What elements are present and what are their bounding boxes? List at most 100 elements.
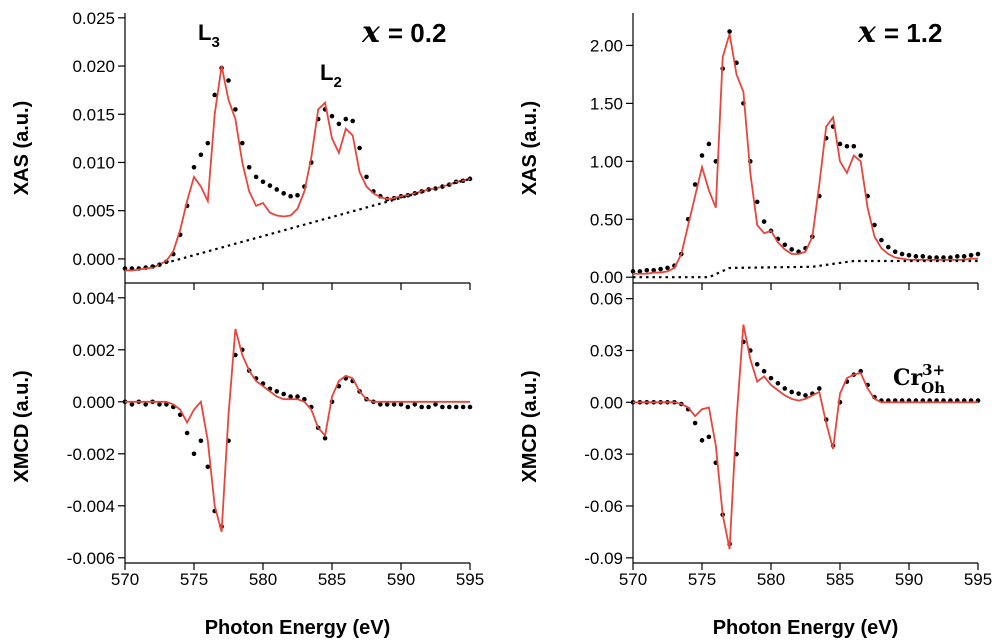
data-point — [948, 255, 953, 260]
y-tick-label: 0.010 — [72, 153, 115, 172]
y-tick-label: 0.002 — [72, 341, 115, 360]
data-point — [191, 164, 197, 170]
data-point — [665, 265, 670, 271]
data-point — [302, 396, 307, 402]
data-point — [913, 254, 919, 259]
data-point — [637, 269, 643, 274]
calc-line — [633, 324, 978, 550]
y-tick-label: 0.005 — [72, 202, 115, 221]
calc-line — [125, 65, 471, 272]
data-point — [295, 192, 300, 198]
x-tick-label: 570 — [619, 570, 647, 589]
data-point — [906, 252, 912, 258]
data-point — [851, 143, 857, 149]
data-point — [927, 255, 932, 260]
data-point — [961, 254, 967, 259]
data-point — [184, 430, 190, 436]
annotation: Cr3+ Oh — [893, 361, 945, 397]
data-point — [630, 269, 636, 274]
y-axis-label: XAS (a.u.) — [11, 101, 33, 195]
y-tick-label: 0.50 — [590, 210, 623, 229]
x-tick-label: 585 — [318, 570, 346, 589]
data-point — [968, 252, 974, 258]
x-tick-label: 575 — [688, 570, 716, 589]
annotation-text: L — [198, 20, 211, 45]
y-tick-label: -0.03 — [584, 445, 623, 464]
data-point — [343, 116, 349, 122]
x-tick-label: 595 — [964, 570, 992, 589]
y-tick-label: -0.006 — [67, 549, 115, 568]
annotation: x = 0.2 — [361, 15, 446, 50]
data-point — [405, 404, 411, 410]
x-axis-label: Photon Energy (eV) — [205, 617, 391, 639]
data-point — [233, 107, 238, 112]
data-point — [205, 464, 211, 470]
data-point — [713, 159, 719, 164]
data-point — [789, 247, 794, 252]
data-point — [440, 404, 445, 410]
data-point — [754, 199, 760, 205]
x-tick-label: 575 — [180, 570, 208, 589]
data-point — [879, 237, 884, 243]
calc-line — [633, 33, 978, 275]
data-point — [858, 153, 863, 158]
x-tick-label: 570 — [111, 570, 139, 589]
data-point — [789, 389, 794, 395]
data-point — [129, 402, 135, 407]
data-point — [274, 389, 280, 394]
data-point — [886, 244, 891, 250]
data-point — [198, 438, 204, 444]
y-tick-label: 0.015 — [72, 105, 115, 124]
data-point — [941, 255, 946, 260]
data-point — [658, 266, 663, 272]
calc-line — [125, 328, 470, 533]
data-point — [295, 394, 300, 399]
data-point — [378, 402, 383, 407]
x-tick-label: 595 — [456, 570, 484, 589]
data-point — [391, 402, 397, 407]
data-point — [281, 191, 287, 196]
data-point — [329, 113, 335, 119]
y-axis-label: XAS (a.u.) — [519, 101, 541, 195]
annotation: L2 — [320, 60, 342, 91]
data-point — [419, 404, 425, 410]
y-tick-label: 1.00 — [590, 152, 623, 171]
data-point — [706, 434, 712, 440]
data-point — [212, 92, 217, 98]
annotation-text: Cr — [893, 365, 923, 391]
data-point — [288, 193, 293, 199]
data-point — [754, 361, 760, 367]
data-point — [433, 402, 438, 407]
annotation-text: L — [320, 60, 333, 85]
y-tick-label: -0.004 — [67, 497, 115, 516]
data-point — [892, 249, 898, 255]
data-point — [796, 391, 801, 396]
annotation-variable: x — [857, 15, 877, 50]
y-tick-label: 0.000 — [72, 250, 115, 269]
data-point — [398, 402, 404, 407]
annotation-variable: x — [361, 15, 381, 50]
data-point — [260, 179, 266, 185]
x-axis-label: Photon Energy (eV) — [713, 617, 899, 639]
data-point — [692, 420, 698, 426]
annotation-subscript: Oh — [921, 379, 945, 397]
background-line — [152, 177, 471, 268]
y-tick-label: 1.50 — [590, 94, 623, 113]
x-tick-label: 580 — [249, 570, 277, 589]
data-point — [267, 183, 273, 188]
x-tick-label: 580 — [757, 570, 785, 589]
data-point — [205, 140, 211, 146]
annotation: x = 1.2 — [857, 15, 942, 50]
y-tick-label: 0.00 — [590, 268, 623, 287]
y-axis-label: XMCD (a.u.) — [11, 370, 33, 482]
annotation-text: = 0.2 — [388, 18, 447, 48]
data-point — [453, 404, 459, 410]
data-point — [288, 394, 293, 399]
data-point — [782, 242, 788, 248]
data-point — [761, 368, 767, 374]
x-tick-label: 585 — [826, 570, 854, 589]
data-point — [768, 375, 774, 381]
annotation-subscript: 2 — [333, 74, 341, 91]
data-point — [837, 141, 843, 147]
